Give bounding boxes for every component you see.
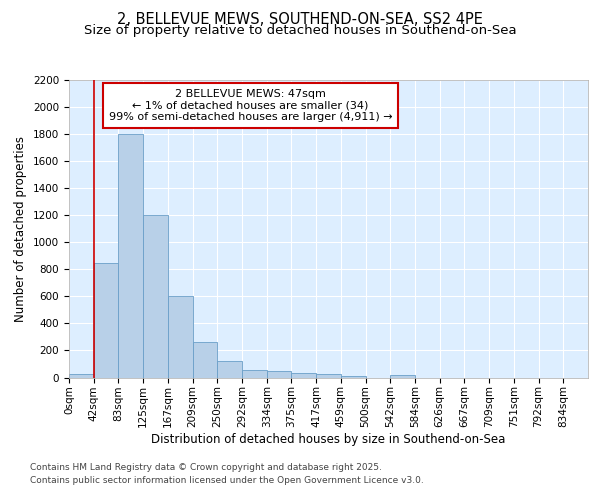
Bar	[118, 134, 143, 378]
Bar	[69, 374, 94, 378]
Bar	[316, 374, 341, 378]
Text: Contains public sector information licensed under the Open Government Licence v3: Contains public sector information licen…	[30, 476, 424, 485]
X-axis label: Distribution of detached houses by size in Southend-on-Sea: Distribution of detached houses by size …	[151, 433, 506, 446]
Bar	[217, 360, 242, 378]
Bar	[390, 376, 415, 378]
Bar	[292, 373, 316, 378]
Bar	[267, 370, 292, 378]
Bar	[143, 215, 168, 378]
Text: 2 BELLEVUE MEWS: 47sqm
← 1% of detached houses are smaller (34)
99% of semi-deta: 2 BELLEVUE MEWS: 47sqm ← 1% of detached …	[109, 89, 392, 122]
Bar	[242, 370, 267, 378]
Text: 2, BELLEVUE MEWS, SOUTHEND-ON-SEA, SS2 4PE: 2, BELLEVUE MEWS, SOUTHEND-ON-SEA, SS2 4…	[117, 12, 483, 28]
Y-axis label: Number of detached properties: Number of detached properties	[14, 136, 28, 322]
Bar	[168, 296, 193, 378]
Text: Contains HM Land Registry data © Crown copyright and database right 2025.: Contains HM Land Registry data © Crown c…	[30, 464, 382, 472]
Text: Size of property relative to detached houses in Southend-on-Sea: Size of property relative to detached ho…	[83, 24, 517, 37]
Bar	[341, 376, 365, 378]
Bar	[94, 262, 118, 378]
Bar	[193, 342, 217, 378]
